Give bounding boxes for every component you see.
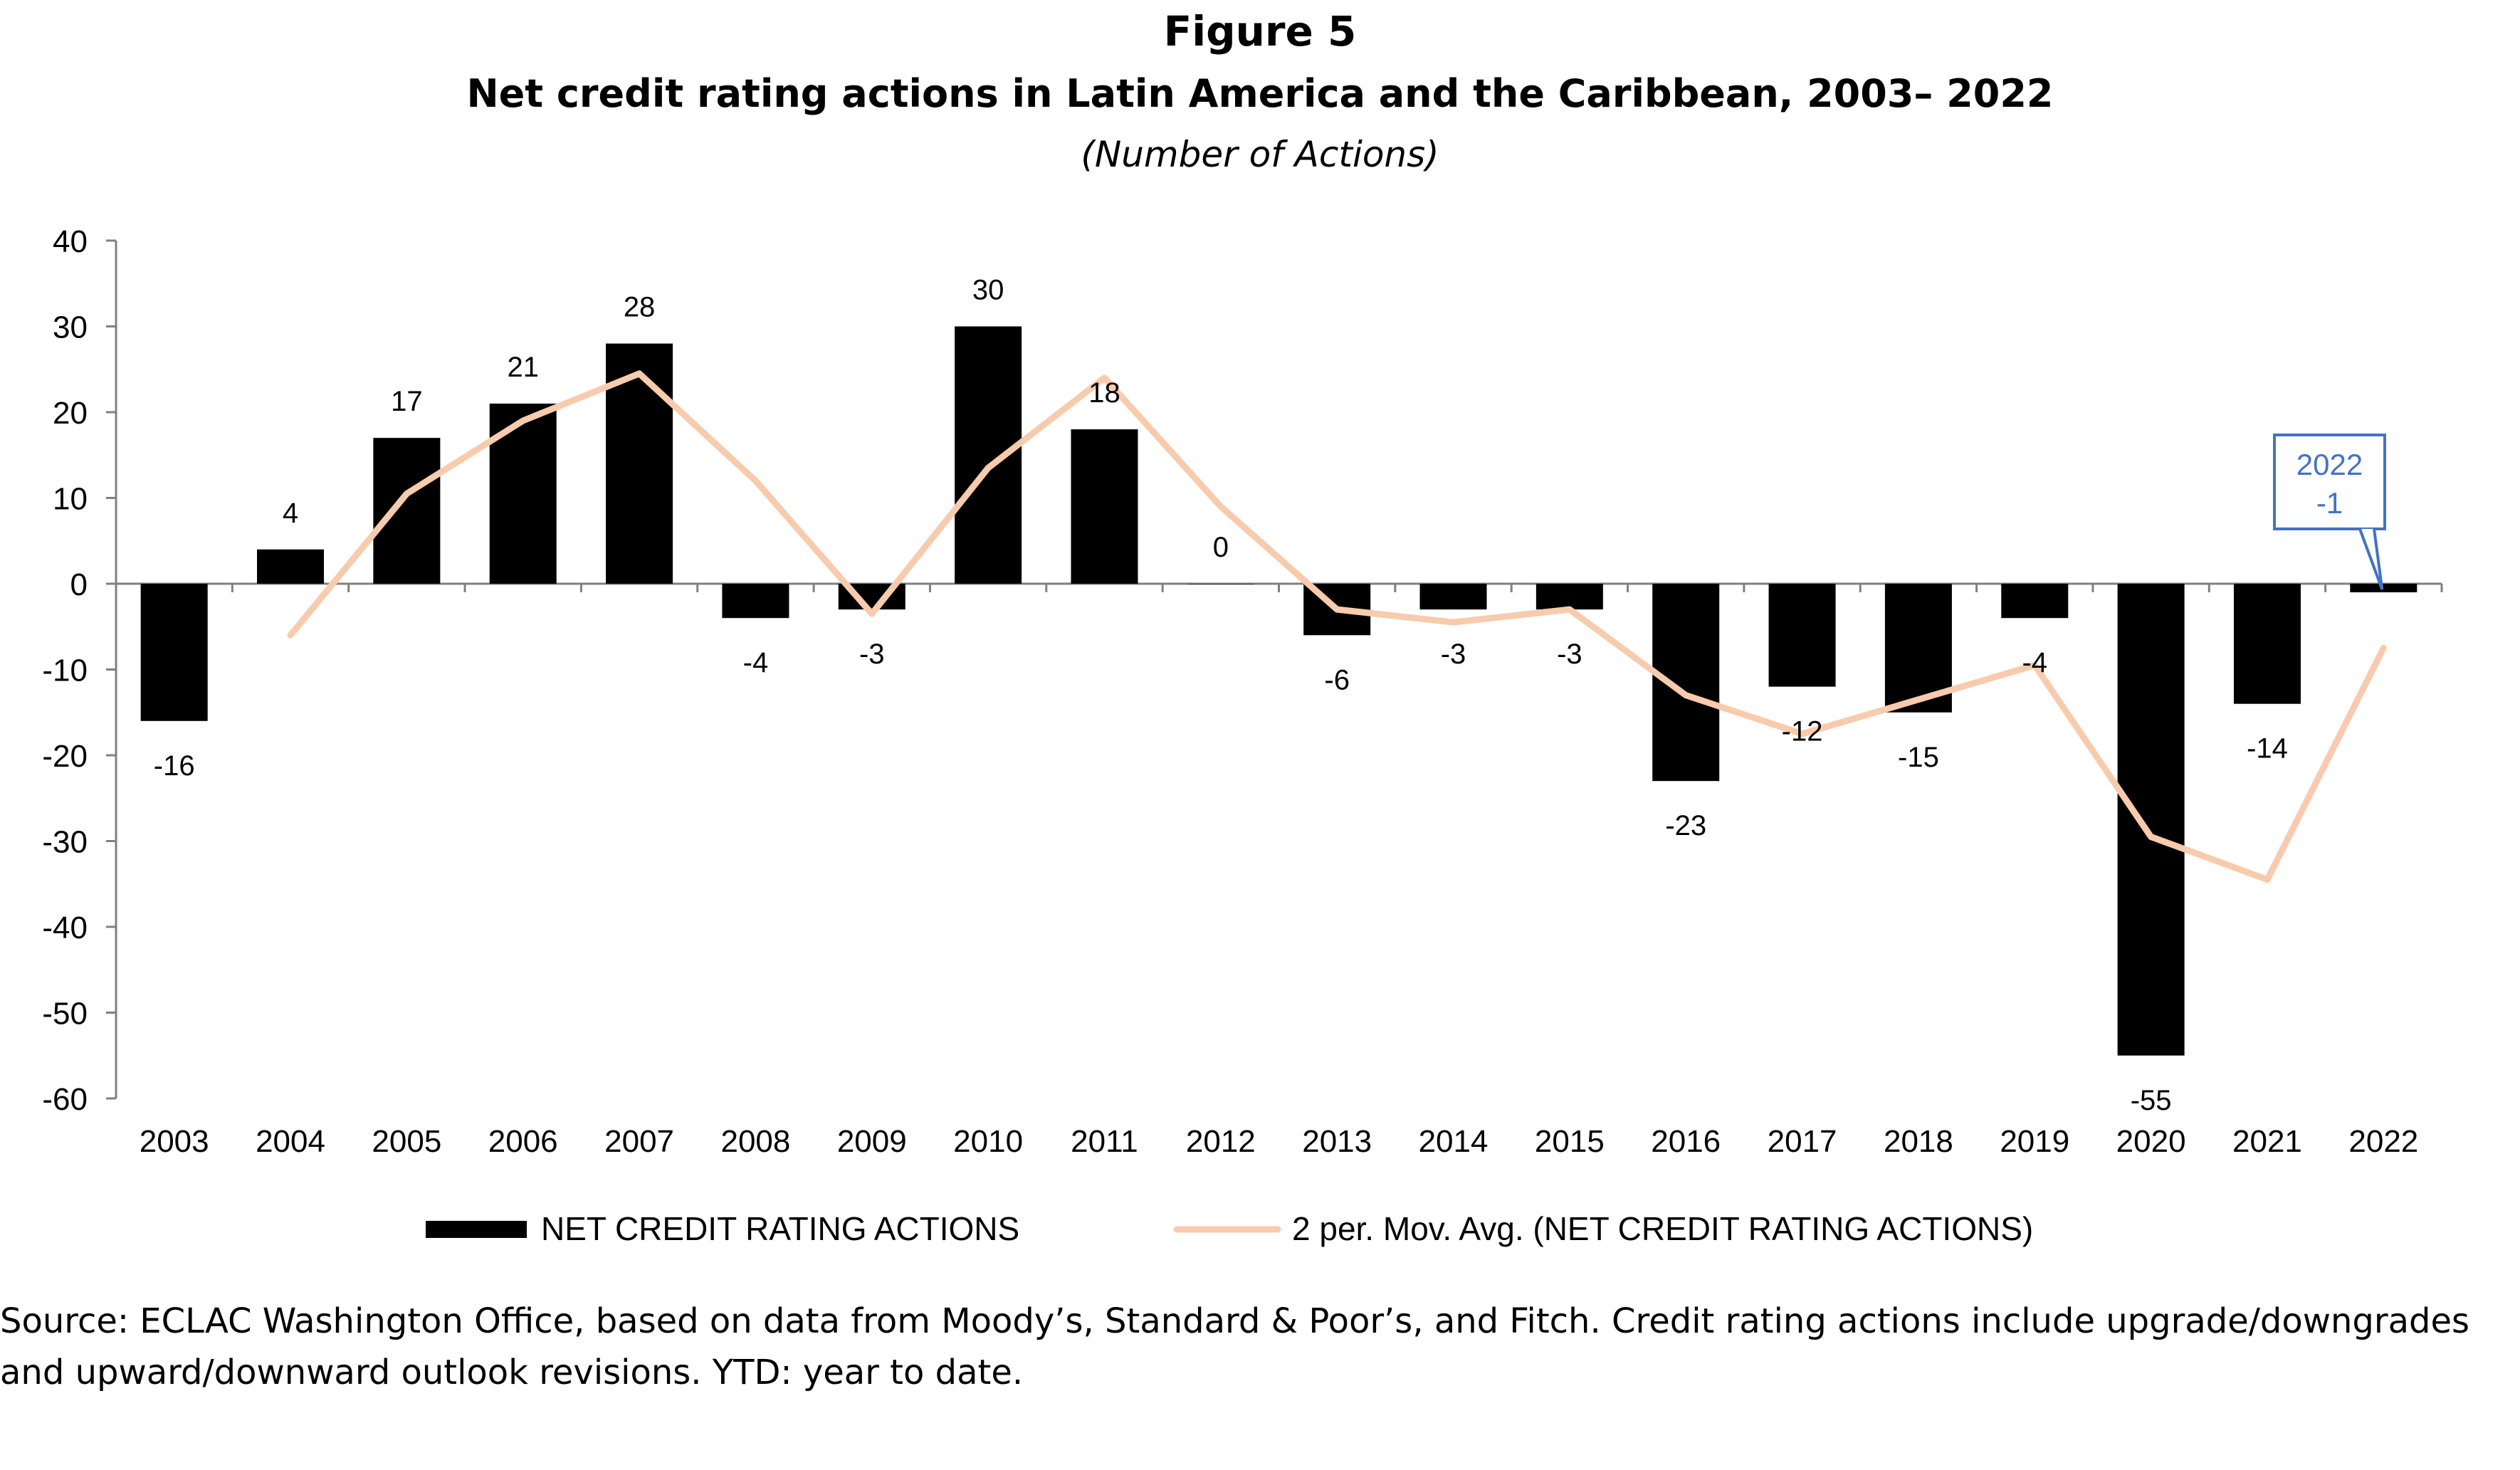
x-tick-label: 2017 xyxy=(1768,1124,1837,1159)
source-line-1: Source: ECLAC Washington Office, based o… xyxy=(0,1301,2470,1341)
chart-subtitle: (Number of Actions) xyxy=(1081,134,1439,175)
bar xyxy=(489,403,557,584)
bar-series xyxy=(140,326,2417,1056)
x-tick-label: 2016 xyxy=(1651,1124,1721,1159)
data-label: -3 xyxy=(1557,639,1582,670)
data-label: 28 xyxy=(624,292,656,323)
data-label: -15 xyxy=(1898,742,1939,773)
x-tick-label: 2009 xyxy=(837,1124,907,1159)
bar xyxy=(722,584,789,619)
y-tick-label: 0 xyxy=(70,567,88,602)
data-label: -3 xyxy=(1441,639,1466,670)
moving-average-series xyxy=(287,370,2387,883)
x-tick-label: 2004 xyxy=(256,1124,325,1159)
x-tick-label: 2003 xyxy=(140,1124,209,1159)
y-tick-label: -40 xyxy=(42,910,88,945)
y-tick-label: -60 xyxy=(42,1082,88,1117)
y-tick-label: -10 xyxy=(42,653,88,688)
legend: NET CREDIT RATING ACTIONS 2 per. Mov. Avg… xyxy=(426,1210,2033,1247)
data-labels: -16 4 17 21 28 -4 -3 30 18 0 -6 -3 -3 -23 -12 -15 -4 -55 -… xyxy=(154,275,2288,1116)
x-tick-label: 2021 xyxy=(2232,1124,2302,1159)
bar xyxy=(1535,584,1603,610)
callout: 2022 -1 xyxy=(2273,434,2386,590)
x-tick-label: 2006 xyxy=(488,1124,558,1159)
legend-swatch-bar xyxy=(426,1221,527,1238)
data-label: 21 xyxy=(507,352,539,383)
y-tick-label: -30 xyxy=(42,825,88,860)
x-tick-label: 2022 xyxy=(2348,1124,2418,1159)
x-tick-label: 2007 xyxy=(604,1124,674,1159)
x-tick-label: 2013 xyxy=(1302,1124,1372,1159)
data-label: 18 xyxy=(1088,377,1120,409)
source-note: Source: ECLAC Washington Office, based o… xyxy=(0,1296,2506,1398)
bar xyxy=(257,549,325,584)
data-label: -14 xyxy=(2247,733,2288,765)
bar xyxy=(373,438,441,584)
y-tick-label: 20 xyxy=(53,396,88,431)
data-label: -23 xyxy=(1665,810,1706,841)
legend-label-bar: NET CREDIT RATING ACTIONS xyxy=(541,1210,1019,1247)
y-tick-label: 40 xyxy=(53,224,88,259)
moving-average-line xyxy=(287,370,2387,883)
chart-title: Net credit rating actions in Latin Ameri… xyxy=(466,71,2054,116)
data-label: -12 xyxy=(1782,716,1823,747)
data-label: 4 xyxy=(283,498,298,529)
bar xyxy=(955,326,1022,584)
y-tick-label: 10 xyxy=(53,482,88,517)
x-tick-label: 2010 xyxy=(953,1124,1023,1159)
x-tick-label: 2014 xyxy=(1419,1124,1489,1159)
data-label: -6 xyxy=(1324,664,1350,695)
x-tick-label: 2005 xyxy=(372,1124,441,1159)
bar xyxy=(1419,584,1487,610)
data-label: -55 xyxy=(2131,1085,2172,1116)
bar xyxy=(1652,584,1720,782)
bar xyxy=(1071,429,1138,584)
callout-pointer xyxy=(2358,528,2384,590)
y-tick-label: -20 xyxy=(42,739,88,774)
x-tick-label: 2011 xyxy=(1071,1124,1138,1159)
data-label: -4 xyxy=(2022,647,2047,678)
data-label: 0 xyxy=(1213,532,1229,563)
data-label: -4 xyxy=(743,647,769,678)
data-label: 17 xyxy=(391,386,423,417)
bar xyxy=(2233,584,2301,704)
data-label: -16 xyxy=(154,750,195,782)
y-tick-label: 30 xyxy=(53,310,88,345)
bar xyxy=(2350,584,2417,593)
legend-label-line: 2 per. Mov. Avg. (NET CREDIT RATING ACTI… xyxy=(1292,1210,2033,1247)
y-tick-label: -50 xyxy=(42,997,88,1031)
data-label: -3 xyxy=(859,639,885,670)
x-tick-label: 2012 xyxy=(1186,1124,1256,1159)
x-tick-label: 2008 xyxy=(720,1124,790,1159)
x-tick-label: 2018 xyxy=(1884,1124,1953,1159)
callout-label-value: -1 xyxy=(2316,486,2343,520)
callout-box xyxy=(2273,434,2386,530)
data-label: 30 xyxy=(972,275,1004,306)
bar xyxy=(1768,584,1836,687)
bar xyxy=(2117,584,2185,1056)
figure-label: Figure 5 xyxy=(1163,7,1357,56)
callout-label-year: 2022 xyxy=(2296,448,2363,481)
bar xyxy=(2001,584,2069,619)
bar xyxy=(140,584,208,721)
bar xyxy=(606,343,673,584)
source-line-2: and upward/downward outlook revisions. Y… xyxy=(0,1353,1024,1392)
x-tick-label: 2019 xyxy=(2000,1124,2069,1159)
x-tick-label: 2020 xyxy=(2116,1124,2186,1159)
x-tick-label: 2015 xyxy=(1535,1124,1605,1159)
